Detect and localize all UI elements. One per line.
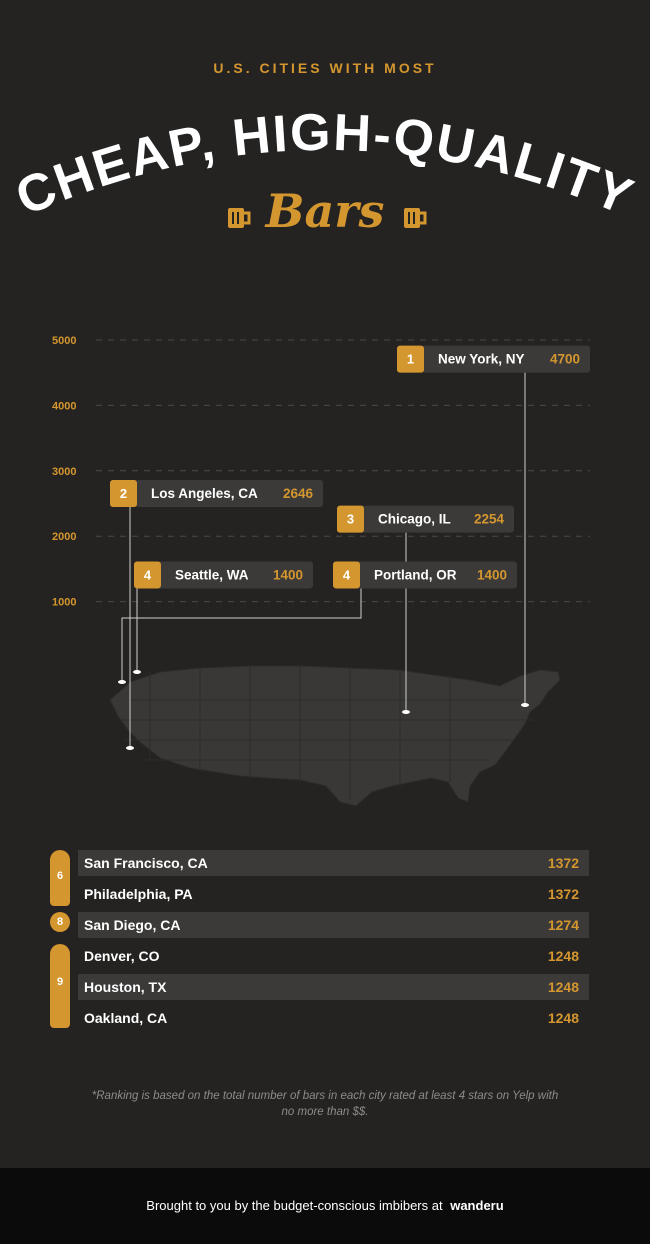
city-name: Oakland, CA: [84, 1010, 168, 1026]
rank-badge: [337, 505, 364, 533]
table-row: San Francisco, CA 1372: [78, 850, 589, 876]
city-pin: [133, 670, 141, 674]
table-row: Houston, TX 1248: [78, 974, 589, 1000]
bar-count: 4700: [550, 352, 580, 367]
city-name: Portland, OR: [374, 567, 457, 582]
rank-number: 3: [347, 512, 354, 527]
callout-portland-or: 4 Portland, OR 1400: [118, 561, 517, 684]
callout-layer: 1 New York, NY 4700 2 Los Angeles, CA 2646 3 Ch…: [110, 345, 590, 750]
callout-box: [110, 479, 323, 507]
callout-chicago-il: 3 Chicago, IL 2254: [337, 505, 514, 714]
beer-mug-icon: [404, 208, 427, 228]
connector-line: [121, 588, 362, 682]
rank-number: 1: [407, 352, 414, 367]
callout-box: [134, 561, 313, 589]
y-tick-label: 1000: [52, 597, 76, 609]
city-name: Chicago, IL: [378, 512, 451, 527]
callout-box: [397, 345, 590, 373]
bar-count: 1400: [273, 567, 303, 582]
city-name: Philadelphia, PA: [84, 886, 193, 902]
us-map: [109, 665, 561, 807]
city-pin: [118, 680, 126, 684]
table-row: Philadelphia, PA 1372: [78, 881, 589, 907]
y-tick-label: 4000: [52, 400, 76, 412]
bar-count: 1274: [547, 917, 579, 933]
city-pin: [126, 746, 134, 750]
bar-count: 1400: [477, 567, 507, 582]
rank-badge: [134, 561, 161, 589]
rank-badge: [110, 479, 137, 507]
city-pin: [402, 710, 410, 714]
bar-count: 1248: [547, 948, 579, 964]
callout-seattle-wa: 4 Seattle, WA 1400: [133, 561, 313, 674]
brand-logo[interactable]: wanderu: [450, 1198, 504, 1213]
rank-number: 2: [120, 486, 127, 501]
callout-box: [337, 505, 514, 533]
footer: Brought to you by the budget-conscious i…: [0, 1168, 650, 1244]
callout-new-york-ny: 1 New York, NY 4700: [397, 345, 590, 707]
callout-box: [333, 561, 517, 589]
table-row: Denver, CO 1248: [78, 943, 589, 969]
bar-count: 2646: [283, 486, 314, 501]
rank-badge: 6: [50, 850, 70, 906]
city-name: Seattle, WA: [175, 567, 249, 582]
rank-number: 4: [144, 567, 152, 582]
table-row: Oakland, CA 1248: [78, 1005, 589, 1031]
table-row: San Diego, CA 1274: [78, 912, 589, 938]
beer-mug-icon: [228, 208, 251, 228]
y-tick-label: 2000: [52, 531, 76, 543]
footnote: *Ranking is based on the total number of…: [91, 1090, 559, 1118]
rank-number: 4: [343, 567, 351, 582]
city-name: San Francisco, CA: [84, 855, 208, 871]
city-name: Los Angeles, CA: [151, 486, 258, 501]
y-tick-label: 5000: [52, 335, 76, 347]
city-name: San Diego, CA: [84, 917, 181, 933]
city-name: New York, NY: [438, 352, 525, 367]
bar-count: 2254: [474, 512, 505, 527]
rank-badge: [333, 561, 360, 589]
bar-count: 1248: [547, 1010, 579, 1026]
bar-count: 1372: [547, 886, 579, 902]
rank-badge: 9: [50, 944, 70, 1028]
rank-badge: [397, 345, 424, 373]
city-pin: [521, 703, 529, 707]
headline: CHEAP, HIGH-QUALITY: [8, 110, 640, 220]
y-tick-label: 3000: [52, 466, 76, 478]
kicker-text: U.S. CITIES WITH MOST: [213, 60, 437, 76]
bar-count-chart: 5000 4000 3000 2000 1000 1 New York, NY 4700 2 L…: [52, 335, 590, 807]
city-name: Denver, CO: [84, 948, 160, 964]
subtitle-row: Bars: [0, 180, 650, 250]
bar-count: 1248: [547, 979, 579, 995]
chart-grid: 5000 4000 3000 2000 1000: [52, 335, 590, 609]
footer-credit: Brought to you by the budget-conscious i…: [0, 1198, 650, 1213]
callout-los-angeles-ca: 2 Los Angeles, CA 2646: [110, 479, 323, 750]
rank-badge: 8: [50, 912, 70, 932]
city-name: Houston, TX: [84, 979, 167, 995]
bar-count: 1372: [547, 855, 579, 871]
subtitle-text: Bars: [265, 184, 385, 238]
footer-text: Brought to you by the budget-conscious i…: [146, 1198, 443, 1213]
